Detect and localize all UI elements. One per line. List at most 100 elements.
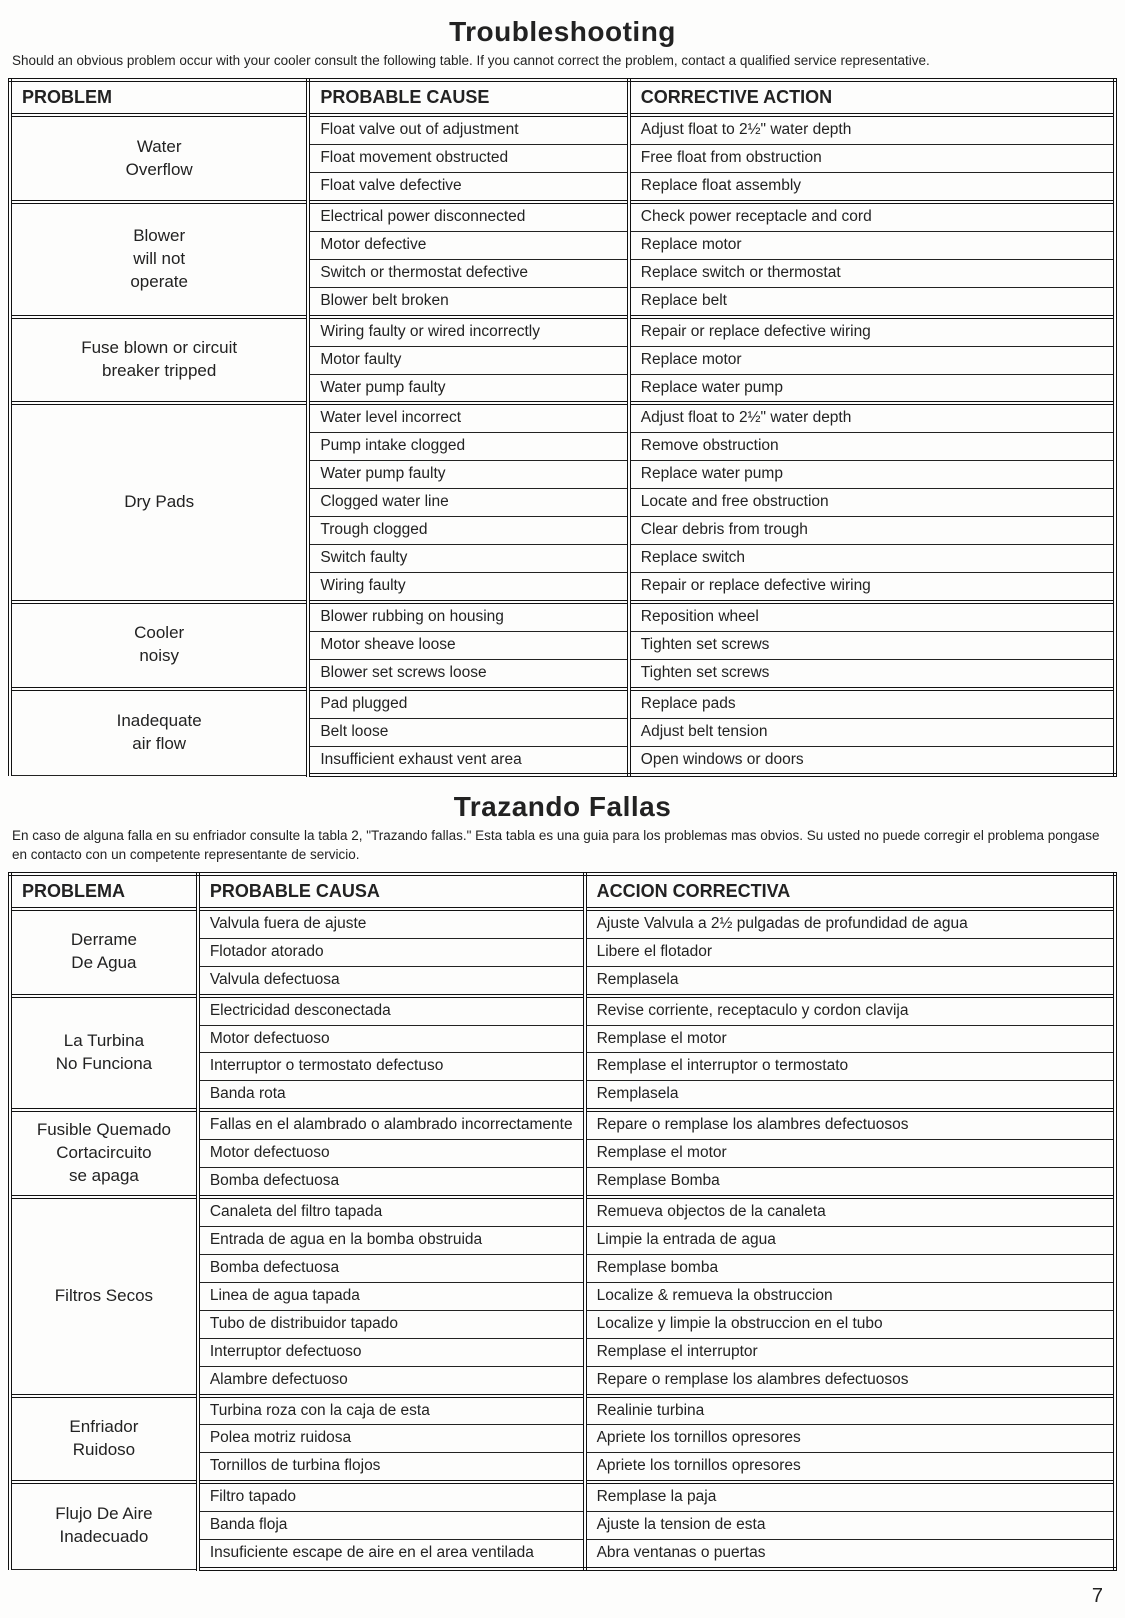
cause-cell: Turbina roza con la caja de esta: [198, 1396, 585, 1425]
action-cell: Free float from obstruction: [629, 145, 1115, 173]
table-row: CoolernoisyBlower rubbing on housingRepo…: [10, 602, 1115, 631]
action-cell: Repair or replace defective wiring: [629, 317, 1115, 346]
action-cell: Replace float assembly: [629, 173, 1115, 202]
action-cell: Replace belt: [629, 287, 1115, 316]
action-cell: Replace water pump: [629, 461, 1115, 489]
cause-cell: Blower belt broken: [308, 287, 628, 316]
action-cell: Tighten set screws: [629, 631, 1115, 659]
cause-cell: Bomba defectuosa: [198, 1168, 585, 1197]
action-cell: Localize y limpie la obstruccion en el t…: [585, 1310, 1115, 1338]
table-row: La TurbinaNo FuncionaElectricidad descon…: [10, 996, 1115, 1025]
table-row: Inadequateair flowPad pluggedReplace pad…: [10, 689, 1115, 718]
action-cell: Abra ventanas o puertas: [585, 1540, 1115, 1569]
action-cell: Remplase el interruptor o termostato: [585, 1053, 1115, 1081]
table-header-cell: CORRECTIVE ACTION: [629, 80, 1115, 115]
cause-cell: Water pump faulty: [308, 461, 628, 489]
problem-cell: Filtros Secos: [10, 1197, 198, 1395]
cause-cell: Motor sheave loose: [308, 631, 628, 659]
action-cell: Open windows or doors: [629, 746, 1115, 775]
cause-cell: Insufficient exhaust vent area: [308, 746, 628, 775]
problem-cell: Fusible QuemadoCortacircuitose apaga: [10, 1110, 198, 1197]
cause-cell: Water level incorrect: [308, 403, 628, 432]
problem-cell: DerrameDe Agua: [10, 909, 198, 996]
action-cell: Remplase bomba: [585, 1254, 1115, 1282]
cause-cell: Canaleta del filtro tapada: [198, 1197, 585, 1226]
table-row: Filtros SecosCanaleta del filtro tapadaR…: [10, 1197, 1115, 1226]
cause-cell: Water pump faulty: [308, 374, 628, 403]
table-header-cell: PROBABLE CAUSA: [198, 874, 585, 909]
document-page: TroubleshootingShould an obvious problem…: [8, 16, 1117, 1571]
action-cell: Ajuste la tension de esta: [585, 1512, 1115, 1540]
table-header-cell: PROBLEM: [10, 80, 308, 115]
cause-cell: Valvula defectuosa: [198, 966, 585, 995]
troubleshooting-table: PROBLEMPROBABLE CAUSECORRECTIVE ACTION Wa…: [8, 78, 1117, 777]
action-cell: Reposition wheel: [629, 602, 1115, 631]
cause-cell: Float movement obstructed: [308, 145, 628, 173]
table-row: DerrameDe AguaValvula fuera de ajusteAju…: [10, 909, 1115, 938]
table-row: Fuse blown or circuitbreaker trippedWiri…: [10, 317, 1115, 346]
cause-cell: Motor defective: [308, 231, 628, 259]
cause-cell: Wiring faulty or wired incorrectly: [308, 317, 628, 346]
action-cell: Ajuste Valvula a 2½ pulgadas de profundi…: [585, 909, 1115, 938]
cause-cell: Belt loose: [308, 718, 628, 746]
cause-cell: Banda floja: [198, 1512, 585, 1540]
cause-cell: Insuficiente escape de aire en el area v…: [198, 1540, 585, 1569]
action-cell: Replace motor: [629, 346, 1115, 374]
action-cell: Apriete los tornillos opresores: [585, 1425, 1115, 1453]
action-cell: Remplase la paja: [585, 1482, 1115, 1511]
cause-cell: Float valve out of adjustment: [308, 115, 628, 144]
action-cell: Replace pads: [629, 689, 1115, 718]
cause-cell: Blower rubbing on housing: [308, 602, 628, 631]
action-cell: Replace switch: [629, 545, 1115, 573]
cause-cell: Interruptor defectuoso: [198, 1338, 585, 1366]
action-cell: Remplase Bomba: [585, 1168, 1115, 1197]
cause-cell: Electrical power disconnected: [308, 202, 628, 231]
action-cell: Remplasela: [585, 1081, 1115, 1110]
cause-cell: Banda rota: [198, 1081, 585, 1110]
cause-cell: Electricidad desconectada: [198, 996, 585, 1025]
cause-cell: Wiring faulty: [308, 572, 628, 601]
problem-cell: Coolernoisy: [10, 602, 308, 689]
cause-cell: Linea de agua tapada: [198, 1282, 585, 1310]
table-header-row: PROBLEMAPROBABLE CAUSAACCION CORRECTIVA: [10, 874, 1115, 909]
table-header-cell: ACCION CORRECTIVA: [585, 874, 1115, 909]
action-cell: Remueva objectos de la canaleta: [585, 1197, 1115, 1226]
problem-cell: Inadequateair flow: [10, 689, 308, 776]
cause-cell: Fallas en el alambrado o alambrado incor…: [198, 1110, 585, 1139]
action-cell: Remplase el motor: [585, 1025, 1115, 1053]
table-row: EnfriadorRuidosoTurbina roza con la caja…: [10, 1396, 1115, 1425]
problem-cell: Dry Pads: [10, 403, 308, 601]
problem-cell: Blowerwill notoperate: [10, 202, 308, 317]
cause-cell: Switch or thermostat defective: [308, 259, 628, 287]
problem-cell: La TurbinaNo Funciona: [10, 996, 198, 1111]
action-cell: Replace motor: [629, 231, 1115, 259]
cause-cell: Valvula fuera de ajuste: [198, 909, 585, 938]
table-row: Blowerwill notoperateElectrical power di…: [10, 202, 1115, 231]
cause-cell: Polea motriz ruidosa: [198, 1425, 585, 1453]
action-cell: Check power receptacle and cord: [629, 202, 1115, 231]
cause-cell: Pump intake clogged: [308, 433, 628, 461]
action-cell: Tighten set screws: [629, 659, 1115, 688]
cause-cell: Clogged water line: [308, 489, 628, 517]
action-cell: Remplase el interruptor: [585, 1338, 1115, 1366]
action-cell: Adjust float to 2½" water depth: [629, 403, 1115, 432]
cause-cell: Blower set screws loose: [308, 659, 628, 688]
cause-cell: Tornillos de turbina flojos: [198, 1453, 585, 1482]
table-header-cell: PROBLEMA: [10, 874, 198, 909]
action-cell: Replace water pump: [629, 374, 1115, 403]
action-cell: Adjust float to 2½" water depth: [629, 115, 1115, 144]
action-cell: Remplasela: [585, 966, 1115, 995]
cause-cell: Tubo de distribuidor tapado: [198, 1310, 585, 1338]
cause-cell: Bomba defectuosa: [198, 1254, 585, 1282]
action-cell: Locate and free obstruction: [629, 489, 1115, 517]
problem-cell: WaterOverflow: [10, 115, 308, 202]
cause-cell: Motor defectuoso: [198, 1025, 585, 1053]
action-cell: Repare o remplase los alambres defectuos…: [585, 1110, 1115, 1139]
action-cell: Libere el flotador: [585, 938, 1115, 966]
action-cell: Revise corriente, receptaculo y cordon c…: [585, 996, 1115, 1025]
section-intro: En caso de alguna falla en su enfriador …: [12, 827, 1113, 863]
section-intro: Should an obvious problem occur with you…: [12, 52, 1113, 70]
cause-cell: Trough clogged: [308, 517, 628, 545]
table-header-cell: PROBABLE CAUSE: [308, 80, 628, 115]
cause-cell: Motor defectuoso: [198, 1140, 585, 1168]
